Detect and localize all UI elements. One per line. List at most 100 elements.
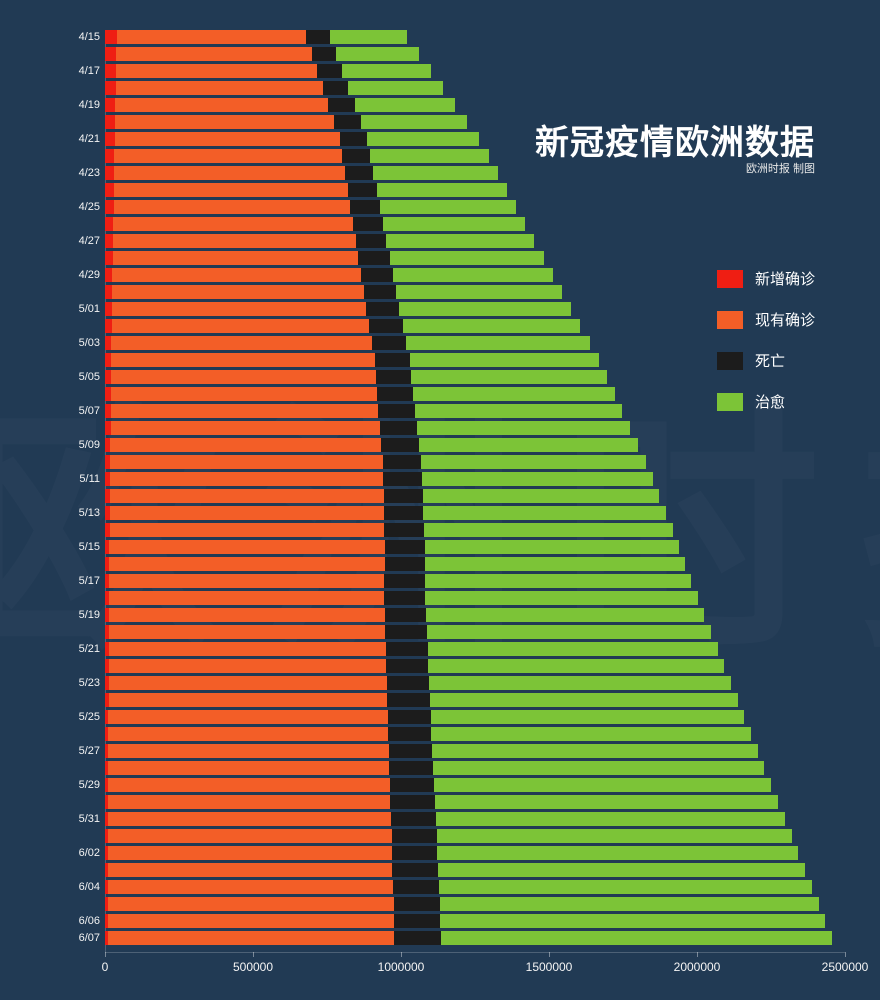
plot-area: 4/154/174/194/214/234/254/274/295/015/03… [105,30,845,950]
bar-segment-cured [406,336,590,350]
bar-segment-existing [108,812,391,826]
x-axis-label: 2000000 [674,960,721,974]
bar-segment-death [383,455,421,469]
bar-segment-existing [108,880,393,894]
bar-segment-existing [109,642,386,656]
y-axis-label: 4/17 [60,65,100,77]
bar-row [105,863,805,877]
bar-segment-existing [111,404,379,418]
bar-segment-cured [426,608,704,622]
bar-segment-existing [108,744,389,758]
bar-segment-existing [110,455,382,469]
bar-row [105,625,711,639]
bar-segment-cured [399,302,571,316]
y-axis-label: 5/01 [60,303,100,315]
bar-row [105,30,407,44]
y-axis-label: 4/25 [60,201,100,213]
y-axis-label: 4/19 [60,99,100,111]
bar-segment-cured [348,81,443,95]
bar-segment-new [105,30,117,44]
bar-segment-new [105,183,114,197]
bar-segment-new [105,98,115,112]
bar-segment-existing [112,268,361,282]
y-axis-label: 5/11 [60,473,100,485]
bar-segment-death [383,472,422,486]
bar-segment-existing [115,98,328,112]
bar-row [105,727,751,741]
bar-segment-existing [110,438,381,452]
bar-segment-existing [108,914,394,928]
bar-row [105,472,653,486]
bar-segment-death [385,540,425,554]
bar-segment-cured [417,421,630,435]
bar-segment-death [387,693,430,707]
bar-segment-cured [390,251,544,265]
bar-row [105,404,622,418]
bar-segment-existing [108,931,395,945]
bar-row [105,659,724,673]
bar-segment-cured [440,897,819,911]
bar-segment-cured [432,744,758,758]
bar-segment-cured [440,914,825,928]
bar-segment-cured [393,268,553,282]
bar-segment-cured [415,404,622,418]
bar-segment-death [358,251,389,265]
bar-segment-death [390,795,434,809]
y-axis-label: 5/03 [60,337,100,349]
bar-segment-death [380,421,417,435]
bar-row [105,812,785,826]
bar-segment-existing [108,778,390,792]
bar-segment-existing [108,846,392,860]
bar-segment-cured [425,574,691,588]
bar-segment-new [105,115,115,129]
bar-segment-cured [428,642,718,656]
bar-row [105,183,507,197]
bar-row [105,64,431,78]
bar-row [105,455,646,469]
bar-row [105,217,525,231]
bar-segment-cured [438,863,805,877]
bar-segment-existing [114,183,348,197]
bar-segment-existing [108,897,394,911]
y-axis-label: 4/21 [60,133,100,145]
bar-row [105,319,580,333]
bar-segment-death [393,880,439,894]
bar-segment-death [384,523,424,537]
bar-row [105,795,778,809]
bar-row [105,98,455,112]
bar-row [105,81,443,95]
bar-row [105,778,771,792]
bar-row [105,931,832,945]
bar-segment-death [394,897,440,911]
bar-segment-existing [111,336,371,350]
bar-segment-cured [425,591,697,605]
bar-segment-existing [109,557,384,571]
bar-segment-cured [437,829,792,843]
bar-segment-cured [435,795,778,809]
bar-row [105,574,691,588]
y-axis-label: 5/05 [60,371,100,383]
bar-segment-cured [383,217,525,231]
bar-segment-existing [111,353,374,367]
bar-row [105,540,679,554]
bar-segment-new [105,302,112,316]
bar-segment-cured [355,98,456,112]
bar-segment-death [356,234,387,248]
bar-segment-death [394,931,441,945]
bar-segment-cured [373,166,497,180]
bar-row [105,506,666,520]
bar-segment-existing [111,421,380,435]
bar-row [105,897,819,911]
bar-row [105,132,479,146]
bar-row [105,166,498,180]
bar-row [105,234,534,248]
bar-row [105,880,812,894]
bar-row [105,115,467,129]
x-axis-label: 2500000 [822,960,869,974]
bar-segment-death [384,489,423,503]
bar-segment-cured [380,200,516,214]
bar-segment-new [105,149,114,163]
bar-segment-death [384,506,423,520]
bar-segment-new [105,132,115,146]
x-axis [105,952,845,953]
